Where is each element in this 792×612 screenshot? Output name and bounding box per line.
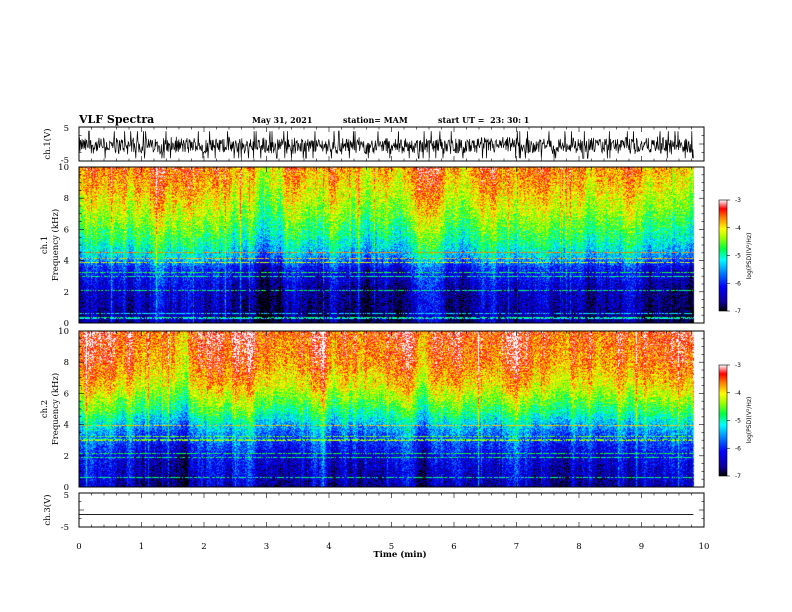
colorbar-tick-label: -6 — [735, 445, 741, 452]
ch2-spec-ylabel-channel: ch.2 — [40, 400, 50, 418]
spec2-ytick-label: 2 — [64, 452, 69, 462]
ch1-ytick-top: 5 — [64, 124, 69, 134]
ch2-spectrogram-panel: 0 2 4 6 8 10 ch.2 Frequency (kHz) -3 -4 -5 -6 -7 … — [40, 327, 753, 493]
ch2-colorbar: -3 -4 -5 -6 -7 log(PSD)(V²/Hz) — [718, 362, 753, 480]
ch1-spectrogram-panel: 0 2 4 6 8 10 ch.1 Frequency (kHz) -3 -4 -5 -6 -7 … — [40, 163, 753, 329]
ch1-spec-ylabel-channel: ch.1 — [40, 236, 50, 254]
ch3-ytick-top: 5 — [64, 491, 69, 501]
spec1-ytick-label: 8 — [64, 194, 69, 204]
ch2-spec-ylabel-frequency: Frequency (kHz) — [50, 373, 61, 445]
ch1-colorbar-label: log(PSD)(V²/Hz) — [746, 233, 753, 280]
x-tick-label: 10 — [699, 542, 710, 552]
spec2-ytick-label: 10 — [58, 327, 69, 337]
x-tick-label: 4 — [326, 542, 331, 552]
station-label: station= MAM — [343, 115, 408, 125]
x-tick-label: 6 — [451, 542, 456, 552]
ch3-waveform-frame — [78, 492, 705, 528]
x-tick-label: 2 — [201, 542, 206, 552]
ch2-colorbar-label: log(PSD)(V²/Hz) — [746, 397, 753, 444]
colorbar-tick-label: -4 — [735, 225, 741, 232]
spec2-ytick-label: 6 — [64, 389, 69, 399]
figure-title: VLF Spectra — [78, 113, 154, 126]
colorbar-tick-label: -3 — [735, 197, 741, 204]
axis-tick-marks — [78, 126, 705, 528]
ch3-ytick-bottom: -5 — [61, 523, 69, 533]
spec1-ytick-label: 10 — [58, 163, 69, 173]
spec2-ytick-label: 4 — [64, 421, 69, 431]
spec1-ytick-label: 4 — [64, 257, 69, 267]
colorbar-tick-label: -6 — [735, 280, 741, 287]
ch1-ylabel: ch.1(V) — [42, 128, 53, 159]
ch2-spectrogram-image — [79, 331, 704, 487]
ch1-spectrogram-image — [79, 167, 704, 323]
colorbar-tick-label: -5 — [735, 253, 741, 260]
colorbar-tick-label: -5 — [735, 418, 741, 425]
ch3-waveform-panel: 5 -5 ch.3(V) 0 1 2 3 4 5 6 7 8 9 10 Time (min) — [42, 491, 709, 560]
spec1-ytick-label: 2 — [64, 288, 69, 298]
colorbar-tick-label: -7 — [735, 308, 741, 315]
spec2-ytick-label: 0 — [64, 483, 69, 493]
spec1-ytick-label: 6 — [64, 225, 69, 235]
x-tick-label: 3 — [264, 542, 269, 552]
spec2-ytick-label: 8 — [64, 358, 69, 368]
spec1-ytick-label: 0 — [64, 319, 69, 329]
date-label: May 31, 2021 — [252, 115, 312, 125]
start-ut-label: start UT = 23: 30: 1 — [438, 115, 529, 125]
colorbar-tick-label: -3 — [735, 362, 741, 369]
ch1-waveform-trace — [78, 130, 694, 159]
colorbar-tick-label: -7 — [735, 473, 741, 480]
x-tick-label: 0 — [76, 542, 81, 552]
ch3-ylabel: ch.3(V) — [42, 494, 53, 525]
ch1-colorbar: -3 -4 -5 -6 -7 log(PSD)(V²/Hz) — [718, 197, 753, 315]
ch1-ytick-bottom: -5 — [61, 156, 69, 166]
colorbar-tick-label: -4 — [735, 390, 741, 397]
ch1-spec-ylabel-frequency: Frequency (kHz) — [50, 209, 61, 281]
x-axis-label: Time (min) — [373, 549, 426, 560]
x-tick-label: 7 — [514, 542, 519, 552]
x-tick-label: 5 — [389, 542, 394, 552]
x-tick-label: 1 — [139, 542, 144, 552]
x-tick-label: 8 — [576, 542, 581, 552]
x-tick-label: 9 — [639, 542, 644, 552]
